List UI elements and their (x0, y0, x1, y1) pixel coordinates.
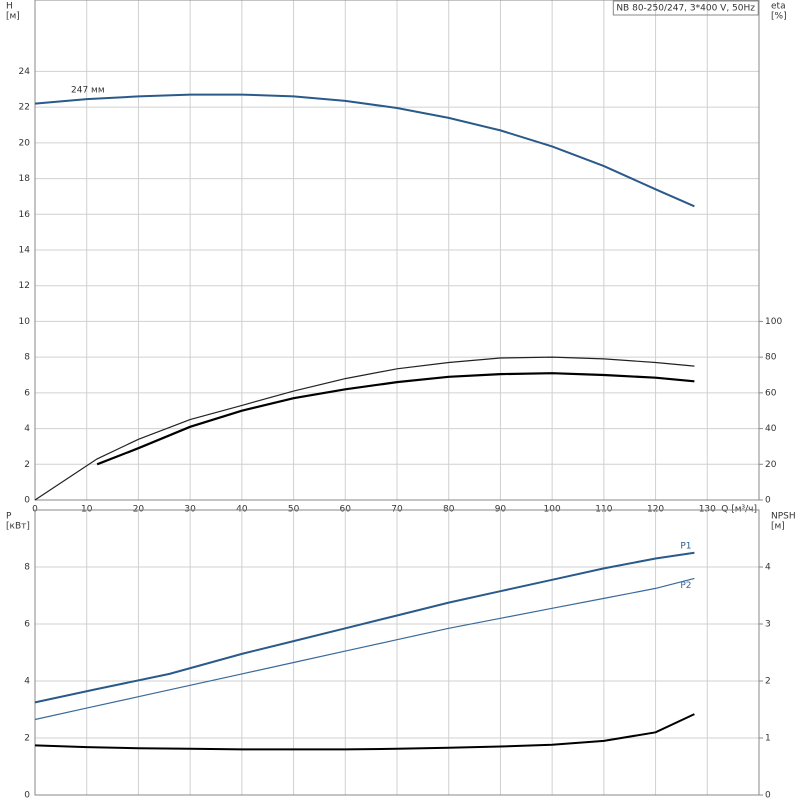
y2-tick-label: 2 (765, 677, 771, 687)
y2-tick-label: 0 (765, 496, 771, 506)
chart-title: NB 80-250/247, 3*400 V, 50Hz (616, 4, 755, 14)
y-tick-label: 10 (19, 317, 31, 327)
y-tick-label: 2 (24, 460, 30, 470)
y2-axis-unit: [м] (771, 522, 785, 532)
y-tick-label: 24 (19, 67, 31, 77)
y-tick-label: 22 (19, 103, 30, 113)
y2-tick-label: 1 (765, 734, 771, 744)
y-tick-label: 6 (24, 388, 30, 398)
y-tick-label: 4 (24, 424, 30, 434)
y-tick-label: 6 (24, 620, 30, 630)
plot-frame (34, 0, 760, 501)
y-tick-label: 0 (24, 496, 30, 506)
curve (34, 356, 695, 501)
y-tick-label: 8 (24, 353, 30, 363)
y2-tick-label: 4 (765, 563, 771, 573)
y2-tick-label: 80 (765, 353, 777, 363)
y2-axis-label: eta (771, 2, 786, 12)
y-tick-label: 20 (19, 138, 31, 148)
y2-axis-label: NPSH (771, 512, 796, 522)
y2-axis-unit: [%] (771, 12, 787, 22)
curve (34, 551, 695, 704)
y-tick-label: 2 (24, 734, 30, 744)
curve-label: P2 (680, 581, 691, 591)
y2-tick-label: 20 (765, 460, 777, 470)
y-axis-label: H (6, 2, 13, 12)
y-tick-label: 18 (19, 174, 31, 184)
plot-frame (34, 509, 760, 796)
curve (96, 372, 695, 466)
y-tick-label: 4 (24, 677, 30, 687)
y-axis-unit: [кВт] (6, 522, 30, 532)
curve (34, 93, 695, 208)
y-axis-label: P (6, 512, 12, 522)
y-tick-label: 0 (24, 791, 30, 800)
curve-label: P1 (680, 541, 691, 551)
curve (34, 713, 695, 751)
y2-tick-label: 100 (765, 317, 782, 327)
y-axis-unit: [м] (6, 12, 20, 22)
y-tick-label: 8 (24, 563, 30, 573)
y2-tick-label: 0 (765, 791, 771, 800)
y-tick-label: 14 (19, 246, 31, 256)
y-tick-label: 16 (19, 210, 31, 220)
curve (34, 577, 695, 721)
y-tick-label: 12 (19, 281, 30, 291)
curve-label: 247 мм (71, 86, 105, 96)
y2-tick-label: 40 (765, 424, 777, 434)
y2-tick-label: 60 (765, 388, 777, 398)
title-box (612, 0, 759, 16)
y2-tick-label: 3 (765, 620, 771, 630)
